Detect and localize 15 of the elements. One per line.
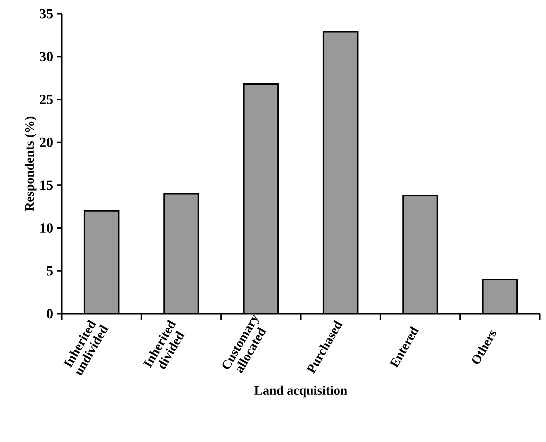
y-tick-label: 5 — [47, 266, 53, 276]
y-tick-label: 0 — [47, 309, 53, 319]
y-tick-label: 25 — [40, 95, 53, 104]
y-tick-label: 20 — [40, 138, 53, 148]
bar — [244, 84, 278, 314]
bar — [403, 196, 438, 314]
x-axis-title: Land acquisition — [254, 386, 348, 398]
y-tick-label: 30 — [40, 52, 53, 62]
y-tick-label: 35 — [40, 9, 53, 19]
y-tick-label: 15 — [40, 180, 53, 190]
bar — [84, 211, 119, 314]
bar — [324, 32, 358, 314]
bar — [164, 194, 199, 314]
y-tick-label: 10 — [40, 224, 53, 233]
y-axis-title: Respondents (%) — [24, 116, 37, 212]
